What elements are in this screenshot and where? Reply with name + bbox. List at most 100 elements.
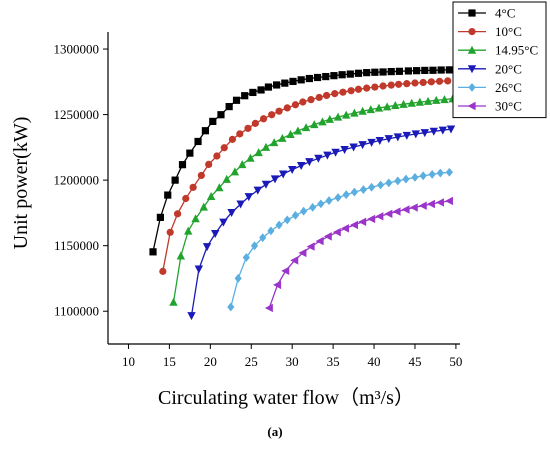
legend-label: 26°C	[495, 80, 522, 95]
data-point	[268, 111, 276, 119]
data-point	[241, 92, 249, 100]
data-point	[331, 90, 339, 98]
data-point	[409, 203, 418, 212]
data-point	[306, 242, 315, 251]
data-point	[236, 130, 244, 138]
data-point	[419, 78, 427, 87]
data-point	[287, 166, 297, 175]
data-point	[382, 102, 392, 111]
data-point	[404, 67, 413, 75]
data-point	[281, 79, 289, 87]
series-line-0	[152, 69, 450, 252]
data-point	[171, 176, 179, 184]
data-point	[358, 141, 367, 150]
data-point	[359, 185, 368, 194]
data-point	[419, 171, 427, 181]
series-2	[169, 94, 457, 306]
series-4	[227, 167, 453, 312]
legend-label: 10°C	[495, 24, 522, 39]
x-tick-label: 10	[122, 354, 135, 369]
legend-item-2: 14.95°C	[458, 43, 538, 58]
data-point	[273, 280, 282, 290]
data-point	[411, 79, 419, 87]
data-point	[315, 93, 323, 102]
data-point	[275, 107, 283, 115]
data-point	[300, 206, 308, 216]
data-point	[415, 97, 425, 106]
series-0	[149, 66, 453, 256]
data-point	[194, 137, 202, 146]
data-point	[379, 68, 387, 76]
data-point	[187, 312, 196, 321]
data-point	[251, 119, 259, 127]
data-point	[211, 230, 220, 239]
data-point	[232, 96, 241, 104]
data-point	[238, 160, 247, 169]
y-tick-label: 1150000	[54, 238, 99, 253]
data-point	[375, 136, 384, 145]
data-point	[201, 127, 210, 135]
data-point	[387, 81, 395, 89]
data-point	[259, 233, 267, 243]
y-tick-label: 1200000	[54, 173, 100, 188]
data-point	[315, 236, 324, 246]
data-point	[149, 248, 157, 256]
data-point	[395, 80, 403, 88]
data-point	[253, 186, 263, 195]
data-point	[176, 251, 186, 260]
data-point	[435, 198, 444, 207]
legend-label: 4°C	[495, 6, 515, 21]
data-point	[399, 99, 408, 108]
y-axis-title: Unit power(kW)	[10, 117, 32, 250]
data-point	[445, 66, 453, 74]
data-point	[354, 69, 363, 77]
data-point	[358, 106, 367, 115]
data-point	[230, 167, 240, 176]
data-point	[278, 170, 288, 179]
data-point	[354, 85, 363, 93]
data-point	[333, 112, 343, 121]
data-point	[407, 98, 416, 107]
data-point	[371, 68, 379, 76]
data-point	[331, 148, 340, 157]
data-point	[164, 191, 172, 199]
data-point	[347, 87, 355, 95]
data-point	[299, 98, 307, 106]
axes-layer: 10 15 20 25 30 35 40 45 50 1100000 1150000 1200000 1…	[54, 32, 462, 369]
data-point	[411, 172, 419, 182]
data-point	[350, 220, 358, 230]
legend-label: 30°C	[495, 99, 522, 114]
data-point	[385, 178, 393, 188]
data-point	[428, 169, 436, 179]
data-point	[367, 138, 376, 147]
y-tick-label: 1300000	[54, 42, 100, 57]
data-point	[267, 226, 275, 236]
panel-label: (a)	[267, 424, 282, 439]
data-point	[290, 256, 299, 265]
data-point	[264, 303, 273, 313]
legend-item-4: 26°C	[458, 80, 522, 95]
data-point	[393, 133, 402, 142]
data-point	[402, 174, 410, 184]
data-point	[444, 77, 452, 85]
data-point	[297, 76, 305, 84]
data-point	[273, 81, 281, 89]
data-point	[309, 203, 317, 212]
x-tick-label: 40	[368, 354, 381, 369]
data-point	[338, 71, 346, 79]
data-point	[374, 103, 384, 112]
x-tick-label: 45	[408, 354, 421, 369]
legend-item-1: 10°C	[458, 24, 522, 39]
legend-marker	[468, 9, 476, 17]
data-point	[444, 196, 453, 206]
data-point	[291, 101, 300, 109]
data-point	[421, 66, 429, 75]
data-point	[257, 86, 265, 94]
data-point	[242, 253, 250, 262]
data-point	[307, 96, 315, 104]
data-point	[346, 70, 354, 78]
data-point	[166, 228, 174, 236]
data-point	[261, 180, 271, 189]
data-point	[367, 182, 376, 192]
